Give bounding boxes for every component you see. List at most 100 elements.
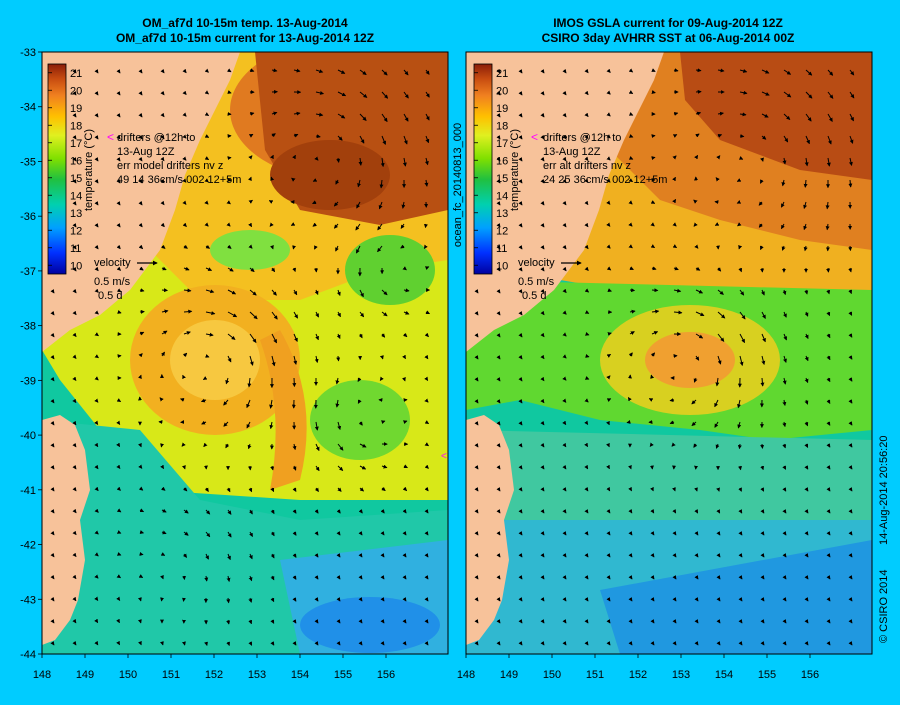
- longitude-label: 154: [291, 669, 309, 681]
- velocity-arrow: [338, 158, 339, 162]
- left-title-line1: OM_af7d 10-15m temp. 13-Aug-2014: [142, 16, 348, 30]
- colorbar-tick-label: 15: [70, 173, 82, 185]
- left-green-eddy-1: [345, 235, 435, 305]
- right-velocity-duration: 0.5 d: [522, 290, 546, 302]
- right-panel: IMOS GSLA current for 09-Aug-2014 12Z CS…: [466, 16, 872, 654]
- latitude-label: -33: [20, 47, 36, 59]
- colorbar-tick-label: 10: [496, 260, 508, 272]
- colorbar-tick-label: 14: [70, 190, 82, 202]
- forecast-id-label: ocean_fc_20140813_000: [452, 123, 464, 247]
- footer-credit: © CSIRO 2014: [878, 569, 890, 643]
- right-colorbar-ramp: [474, 64, 492, 274]
- colorbar-tick-label: 13: [496, 208, 508, 220]
- colorbar-tick-label: 19: [496, 103, 508, 115]
- velocity-arrow: [184, 576, 185, 579]
- velocity-arrow: [739, 444, 740, 449]
- colorbar-tick-label: 18: [70, 120, 82, 132]
- latitude-label: -37: [20, 266, 36, 278]
- right-colorbar-label: temperature (°C): [509, 129, 521, 211]
- colorbar-tick-label: 20: [70, 85, 82, 97]
- velocity-arrow: [762, 378, 763, 386]
- right-drifter-line3: err alt drifters nv z: [543, 160, 631, 172]
- right-map-area: [466, 52, 872, 654]
- velocity-arrow: [740, 136, 744, 137]
- left-warm-eddy-core: [170, 320, 260, 400]
- latitude-label: -34: [20, 102, 36, 114]
- right-velocity-title: velocity: [518, 257, 555, 269]
- left-drifter-line1: drifters @12h to: [117, 132, 195, 144]
- colorbar-tick-label: 19: [70, 103, 82, 115]
- velocity-arrow: [425, 224, 426, 228]
- velocity-arrow: [293, 246, 294, 249]
- colorbar-tick-label: 13: [70, 208, 82, 220]
- colorbar-tick-label: 15: [496, 173, 508, 185]
- left-drifter-marker-icon: <: [107, 130, 114, 144]
- longitude-label: 149: [500, 669, 518, 681]
- velocity-arrow: [652, 157, 655, 158]
- latitude-label: -39: [20, 375, 36, 387]
- colorbar-tick-label: 14: [496, 190, 508, 202]
- right-velocity-speed: 0.5 m/s: [518, 276, 555, 288]
- latitude-label: -40: [20, 430, 36, 442]
- velocity-arrow: [184, 311, 192, 312]
- velocity-arrow: [161, 598, 162, 601]
- colorbar-tick-label: 17: [70, 138, 82, 150]
- longitude-label: 155: [758, 669, 776, 681]
- left-velocity-speed: 0.5 m/s: [94, 276, 131, 288]
- velocity-arrow: [161, 444, 162, 447]
- colorbar-tick-label: 11: [70, 243, 81, 255]
- longitude-label: 152: [205, 669, 223, 681]
- left-green-filament: [210, 230, 290, 270]
- left-drifter-line3: err model drifters nv z: [117, 160, 223, 172]
- left-velocity-duration: 0.5 d: [98, 290, 122, 302]
- colorbar-tick-label: 17: [496, 138, 508, 150]
- longitude-label: 156: [801, 669, 819, 681]
- longitude-label: 154: [715, 669, 733, 681]
- colorbar-tick-label: 21: [496, 68, 508, 80]
- colorbar-tick-label: 16: [496, 155, 508, 167]
- longitude-label: 148: [33, 669, 51, 681]
- longitude-label: 153: [672, 669, 690, 681]
- latitude-label: -44: [20, 649, 36, 661]
- colorbar-tick-label: 18: [496, 120, 508, 132]
- longitude-label: 150: [543, 669, 561, 681]
- velocity-arrow: [228, 598, 229, 603]
- left-green-eddy-2: [310, 380, 410, 460]
- left-map-area: [42, 40, 450, 654]
- latitude-label: -43: [20, 594, 36, 606]
- velocity-arrow: [630, 290, 634, 291]
- longitude-label: 150: [119, 669, 137, 681]
- right-drifter-line1: drifters @12h to: [543, 132, 621, 144]
- colorbar-tick-label: 12: [70, 225, 82, 237]
- longitude-label: 148: [457, 669, 475, 681]
- left-velocity-title: velocity: [94, 257, 131, 269]
- right-warm-eddy-core: [645, 332, 735, 388]
- latitude-label: -41: [20, 485, 36, 497]
- velocity-arrow: [183, 598, 184, 601]
- velocity-arrow: [740, 466, 741, 470]
- latitude-label: -35: [20, 156, 36, 168]
- latitude-labels: -33-34-35-36-37-38-39-40-41-42-43-44: [20, 47, 42, 661]
- longitude-label: 149: [76, 669, 94, 681]
- right-drifter-marker-icon: <: [531, 130, 538, 144]
- latitude-label: -36: [20, 211, 36, 223]
- longitude-label: 156: [377, 669, 395, 681]
- colorbar-tick-label: 12: [496, 225, 508, 237]
- colorbar-tick-label: 16: [70, 155, 82, 167]
- right-title-line1: IMOS GSLA current for 09-Aug-2014 12Z: [553, 16, 783, 30]
- velocity-arrow: [850, 180, 851, 187]
- velocity-arrow: [696, 70, 701, 71]
- longitude-label: 153: [248, 669, 266, 681]
- left-drifter-line4: 49 14 36cm/s 002 12+5m: [117, 174, 241, 186]
- left-colorbar-label: temperature (°C): [83, 129, 95, 211]
- right-drifter-line4: 24 25 36cm/s 002 12+5m: [543, 174, 667, 186]
- left-title-line2: OM_af7d 10-15m current for 13-Aug-2014 1…: [116, 31, 374, 45]
- colorbar-tick-label: 20: [496, 85, 508, 97]
- left-drifter-line2: 13-Aug 12Z: [117, 146, 175, 158]
- footer-timestamp: 14-Aug-2014 20:56:20: [878, 436, 890, 545]
- velocity-arrow: [338, 356, 339, 361]
